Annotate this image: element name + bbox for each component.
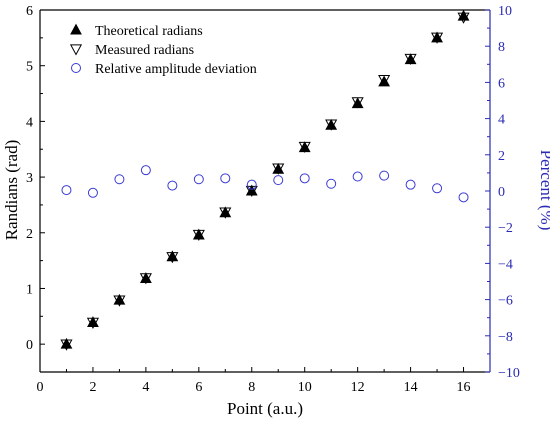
data-point: [351, 97, 364, 109]
x-tick-label: 6: [195, 380, 202, 395]
y-tick-label: 5: [26, 60, 33, 75]
y-tick-label: 0: [26, 338, 33, 353]
data-point: [86, 317, 100, 329]
data-point: [352, 171, 363, 182]
data-point: [113, 295, 126, 307]
plot-frame: [39, 9, 491, 373]
data-point: [458, 192, 469, 203]
y2-tick-label: −4: [498, 257, 513, 272]
x-tick-label: 4: [142, 380, 149, 395]
series-1: [60, 12, 470, 351]
legend: Theoretical radians Measured radians Relat…: [69, 23, 257, 77]
data-point: [272, 163, 285, 175]
data-point: [432, 183, 443, 194]
y2-tick-label: 8: [498, 40, 505, 55]
x-tick-label: 16: [457, 380, 471, 395]
data-point: [192, 229, 205, 241]
legend-marker: [70, 23, 82, 35]
data-point: [245, 185, 258, 197]
legend-label: Relative amplitude deviation: [95, 62, 257, 77]
y2-tick-label: −10: [498, 366, 520, 381]
series-2: [61, 165, 469, 203]
data-point: [298, 141, 311, 153]
data-point: [166, 252, 179, 264]
data-point: [299, 173, 310, 184]
data-point: [430, 32, 444, 44]
y2-tick-label: 6: [498, 76, 505, 91]
data-point: [457, 12, 470, 24]
data-point: [405, 179, 416, 190]
legend-label: Measured radians: [95, 43, 194, 58]
y2-tick-label: 4: [498, 113, 505, 128]
data-point: [404, 53, 417, 66]
data-point: [140, 165, 151, 176]
legend-label: Theoretical radians: [95, 24, 203, 39]
x-tick-label: 0: [37, 380, 44, 395]
x-tick-label: 10: [298, 380, 312, 395]
y-axis-title: Randians (rad): [2, 140, 21, 241]
data-point: [193, 174, 204, 185]
data-point: [246, 179, 257, 190]
y-tick-label: 3: [26, 171, 33, 186]
y2-tick-label: −8: [498, 330, 513, 345]
data-point: [273, 175, 284, 186]
y2-tick-label: 0: [498, 185, 505, 200]
data-point: [325, 119, 338, 131]
data-point: [139, 273, 152, 285]
data-point: [167, 180, 178, 191]
y-tick-label: 4: [26, 115, 33, 130]
data-point: [61, 185, 72, 196]
data-point: [87, 187, 98, 198]
data-point: [220, 173, 231, 184]
data-point: [219, 207, 232, 219]
data-point: [114, 174, 125, 185]
data-point: [326, 178, 337, 189]
y-tick-label: 6: [26, 4, 33, 19]
y2-tick-label: −2: [498, 221, 513, 236]
y2-tick-label: 10: [498, 4, 512, 19]
legend-marker: [69, 44, 83, 56]
y-tick-label: 1: [26, 282, 33, 297]
data-point: [60, 339, 73, 351]
data-point: [378, 74, 391, 87]
y2-tick-label: −6: [498, 294, 513, 309]
marks: [60, 9, 470, 351]
data-point: [379, 170, 390, 181]
x-tick-label: 8: [248, 380, 255, 395]
legend-marker: [71, 63, 81, 73]
x-tick-label: 12: [351, 380, 365, 395]
x-tick-label: 2: [89, 380, 96, 395]
y2-axis-title: Percent (%): [537, 150, 550, 231]
x-tick-label: 14: [404, 380, 418, 395]
x-axis-title: Point (a.u.): [227, 399, 303, 418]
y-tick-label: 2: [26, 227, 33, 242]
y2-tick-label: 2: [498, 149, 505, 164]
